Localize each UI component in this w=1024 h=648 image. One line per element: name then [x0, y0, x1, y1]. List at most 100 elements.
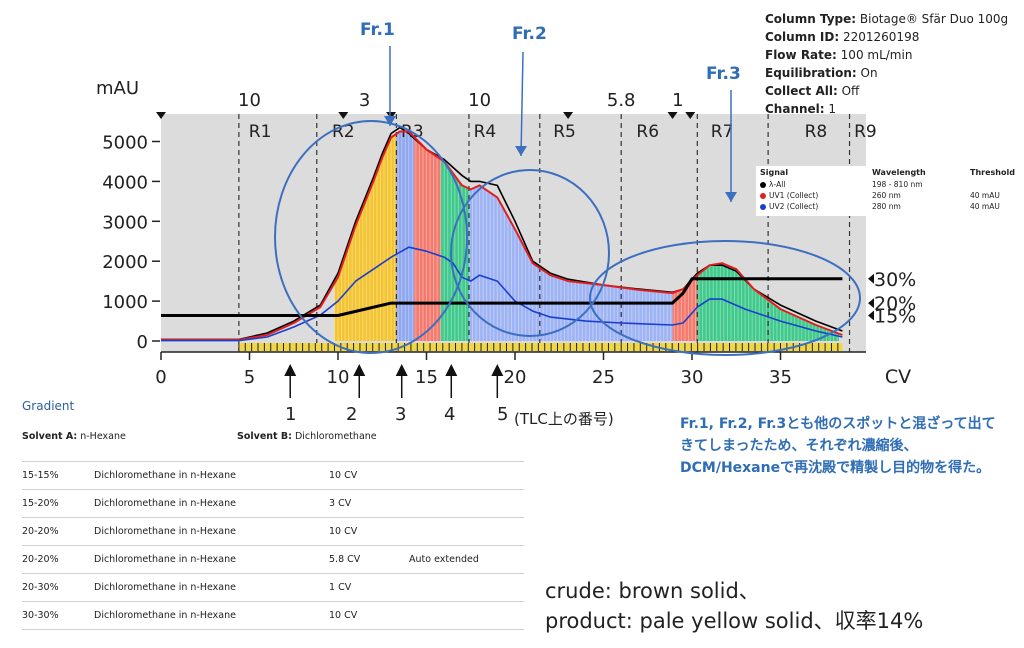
- series-line-2: [161, 246, 843, 342]
- marker-triangle-icon: [338, 112, 349, 119]
- step-length-label: 10: [238, 90, 261, 111]
- x-tick-label: 20: [504, 367, 527, 388]
- step-length-label: 5.8: [607, 90, 636, 111]
- x-tick-label: 0: [155, 367, 166, 388]
- gradient-table: 15-15% Dichloromethane in n-Hexane 10 CV…: [22, 461, 524, 630]
- rack-label: R6: [636, 122, 659, 142]
- legend-header-wavelength: Wavelength: [872, 168, 926, 177]
- legend-dot-icon: [760, 193, 766, 199]
- run-info-row: Column ID: 2201260198: [765, 30, 920, 44]
- gradient-title: Gradient: [22, 399, 75, 413]
- legend-threshold: 40 mAU: [970, 202, 1000, 211]
- crude-line: crude: brown solid、: [545, 579, 760, 603]
- step-length-label: 10: [468, 90, 491, 111]
- x-tick-label: 5: [244, 367, 255, 388]
- tlc-arrow-head: [491, 364, 504, 376]
- x-tick-label: 15: [415, 367, 438, 388]
- step-length-label: 1: [672, 90, 683, 111]
- run-info: Column Type: Biotage® Sfär Duo 100g Colu…: [765, 10, 1008, 118]
- legend-header-threshold: Threshold: [970, 168, 1015, 177]
- fraction-circle-1: [274, 120, 468, 354]
- table-row: 30-30% Dichloromethane in n-Hexane 10 CV: [22, 601, 524, 630]
- legend-wavelength: 198 - 810 nm: [872, 180, 923, 189]
- run-info-row: Collect All: Off: [765, 84, 860, 98]
- rack-label: R7: [711, 122, 734, 142]
- tlc-number-5: 5: [497, 404, 509, 425]
- gradient-percent-label: 30%: [874, 269, 916, 291]
- rack-label: R8: [805, 122, 828, 142]
- tlc-number-4: 4: [444, 404, 456, 425]
- fraction-fill: [396, 131, 415, 341]
- result-text: crude: brown solid、 product: pale yellow…: [545, 576, 923, 636]
- legend-header-signal: Signal: [760, 168, 789, 177]
- table-row: 20-20% Dichloromethane in n-Hexane 5.8 C…: [22, 545, 524, 574]
- y-tick-label: 1000: [102, 292, 148, 313]
- legend-threshold: 40 mAU: [970, 191, 1000, 200]
- gradient-percent-label: 15%: [874, 305, 916, 327]
- rack-label: R2: [332, 122, 355, 142]
- tlc-number-1: 1: [285, 404, 297, 425]
- run-info-row: Column Type: Biotage® Sfär Duo 100g: [765, 12, 1009, 26]
- purification-note: Fr.1, Fr.2, Fr.3とも他のスポットと混ざって出てきてしまったため、…: [680, 416, 996, 476]
- rack-label: R5: [553, 122, 576, 142]
- gradient-marker-icon: [868, 298, 874, 309]
- marker-triangle-icon: [667, 112, 678, 119]
- gradient-percent-label: 20%: [874, 293, 916, 315]
- tlc-arrow-head: [395, 364, 408, 376]
- x-tick-label: 30: [681, 367, 704, 388]
- fraction-circle-2: [450, 169, 610, 337]
- arrow-fr1-head: [384, 116, 396, 126]
- marker-triangle-icon: [156, 112, 166, 119]
- marker-triangle-icon: [386, 112, 397, 119]
- rack-label: R4: [474, 122, 497, 142]
- legend-dot-icon: [760, 204, 766, 210]
- run-info-row: Equilibration: On: [765, 66, 878, 80]
- collection-bar: [238, 343, 843, 351]
- arrow-fr2: [520, 51, 524, 157]
- arrow-fr3-head: [725, 192, 737, 202]
- gradient-marker-icon: [868, 273, 874, 284]
- y-tick-label: 5000: [102, 133, 148, 154]
- product-line: product: pale yellow solid、収率14%: [545, 609, 924, 633]
- legend-wavelength: 280 nm: [872, 202, 901, 211]
- solvent-b: Solvent B: Dichloromethane: [237, 431, 377, 442]
- fraction-title-3: Fr.3: [706, 64, 741, 84]
- rack-label: R1: [249, 122, 272, 142]
- fraction-title-1: Fr.1: [360, 20, 395, 40]
- x-tick-label: 10: [327, 367, 350, 388]
- x-tick-label: 35: [769, 367, 792, 388]
- fraction-fill: [414, 131, 441, 341]
- y-axis-label: mAU: [96, 78, 139, 99]
- x-tick-label: 25: [592, 367, 615, 388]
- marker-triangle-icon: [563, 112, 574, 119]
- tlc-note: (TLC上の番号): [514, 410, 614, 428]
- legend-item-uv1: UV1 (Collect): [760, 191, 818, 200]
- tlc-number-2: 2: [346, 404, 358, 425]
- solvent-a: Solvent A: n-Hexane: [22, 431, 126, 442]
- run-info-row: Flow Rate: 100 mL/min: [765, 48, 913, 62]
- legend-item-uv2: UV2 (Collect): [760, 202, 818, 211]
- run-info-row: Channel: 1: [765, 102, 837, 116]
- table-row: 20-20% Dichloromethane in n-Hexane 10 CV: [22, 517, 524, 546]
- tlc-arrow-head: [284, 364, 297, 376]
- tlc-number-3: 3: [395, 404, 407, 425]
- legend-dot-icon: [760, 182, 766, 188]
- x-axis-label: CV: [885, 366, 911, 388]
- y-tick-label: 2000: [102, 252, 148, 273]
- rack-label: R9: [854, 122, 877, 142]
- legend-wavelength: 260 nm: [872, 191, 901, 200]
- fraction-title-2: Fr.2: [512, 24, 547, 44]
- fraction-circle-3: [589, 240, 861, 356]
- y-tick-label: 4000: [102, 172, 148, 193]
- series-line-1: [161, 130, 843, 341]
- table-row: 20-30% Dichloromethane in n-Hexane 1 CV: [22, 573, 524, 602]
- table-row: 15-15% Dichloromethane in n-Hexane 10 CV: [22, 461, 524, 490]
- legend-item-all: λ-All: [760, 180, 785, 189]
- series-line-3: [161, 277, 843, 317]
- marker-triangle-icon: [685, 112, 696, 119]
- arrow-fr2-head: [515, 146, 527, 156]
- tlc-arrow-head: [445, 364, 458, 376]
- tlc-arrow-head: [353, 364, 366, 376]
- y-tick-label: 3000: [102, 212, 148, 233]
- chart-legend: Signal Wavelength Threshold λ-All 198 - …: [756, 166, 1018, 216]
